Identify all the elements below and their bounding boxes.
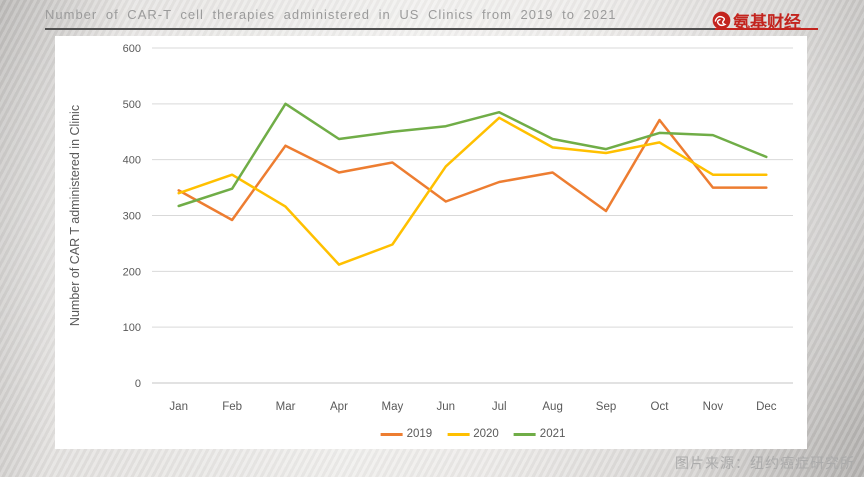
header-divider [45, 28, 715, 30]
y-tick-label: 300 [123, 211, 141, 223]
x-tick-label: Apr [330, 401, 348, 413]
series-line-2020 [177, 116, 768, 266]
y-tick-label: 100 [123, 322, 141, 334]
legend-item-2019: 2019 [380, 428, 433, 440]
y-tick-label: 200 [123, 266, 141, 278]
legend-swatch [513, 432, 536, 436]
legend-swatch [380, 432, 403, 436]
legend-item-2021: 2021 [513, 428, 566, 440]
legend-label: 2020 [473, 428, 499, 440]
x-tick-label: Oct [651, 401, 670, 413]
y-tick-label: 0 [135, 378, 141, 390]
x-tick-label: Jul [492, 401, 507, 413]
x-tick-label: Feb [222, 401, 242, 413]
y-tick-label: 500 [123, 99, 141, 111]
page-title: Number of CAR-T cell therapies administe… [45, 7, 617, 22]
chart-legend: 2019 2020 2021 [380, 428, 566, 440]
y-tick-label: 600 [123, 43, 141, 55]
x-tick-label: Sep [596, 401, 616, 413]
x-tick-label: Aug [542, 401, 562, 413]
series-line-2019 [177, 118, 768, 222]
chart-panel: 0 100 200 300 400 500 600 Jan Feb Mar Apr May Jun Jul… [55, 36, 807, 449]
x-tick-label: Dec [756, 401, 777, 413]
logo-swirl-icon [712, 11, 731, 30]
series-line-2021 [177, 102, 768, 208]
y-axis-title: Number of CAR T administered in Clinic [68, 105, 82, 326]
line-chart: 0 100 200 300 400 500 600 Jan Feb Mar Apr May Jun Jul… [68, 43, 793, 413]
legend-item-2020: 2020 [447, 428, 499, 440]
x-tick-label: Mar [276, 401, 296, 413]
y-tick-label: 400 [123, 155, 141, 167]
x-tick-label: May [382, 401, 404, 413]
brand-logo-text: 氨基财经 [733, 13, 801, 32]
legend-label: 2019 [406, 428, 433, 440]
legend-swatch [447, 432, 470, 436]
legend-label: 2021 [539, 428, 566, 440]
x-tick-label: Jan [169, 401, 188, 413]
brand-logo: 氨基财经 [712, 8, 801, 33]
x-tick-label: Nov [703, 401, 724, 413]
x-tick-label: Jun [437, 401, 456, 413]
header-divider-accent [715, 28, 818, 30]
image-source-caption: 图片来源：纽约癌症研究所 [675, 455, 855, 471]
